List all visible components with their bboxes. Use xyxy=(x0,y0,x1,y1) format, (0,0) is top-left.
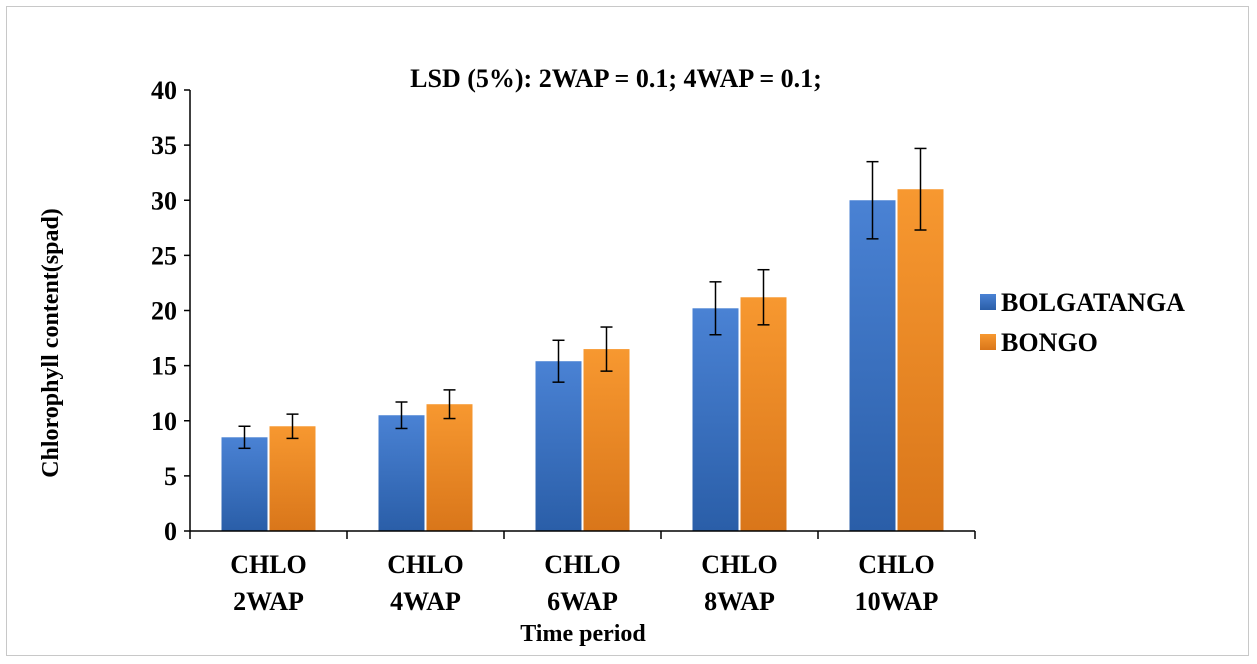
y-tick-label: 20 xyxy=(151,297,177,326)
legend-label: BONGO xyxy=(1001,328,1098,357)
x-tick-label: 10WAP xyxy=(855,587,939,616)
x-axis: CHLO 2WAP CHLO 4WAP CHLO 6WAP CHLO 8WAP CHLO 10WA… xyxy=(189,530,976,616)
y-tick-label: 25 xyxy=(151,241,177,270)
y-tick-label: 35 xyxy=(151,131,177,160)
x-tick-label: CHLO xyxy=(230,550,307,579)
bar xyxy=(583,349,630,531)
x-tick-label: 8WAP xyxy=(704,587,775,616)
legend: BOLGATANGA BONGO xyxy=(980,288,1185,357)
bar xyxy=(269,426,316,531)
x-tick-label: 6WAP xyxy=(547,587,618,616)
legend-swatch xyxy=(980,294,996,310)
bar xyxy=(849,200,896,531)
bar xyxy=(692,308,739,531)
y-axis: 0 5 10 15 20 25 30 35 40 xyxy=(151,76,191,546)
y-tick-label: 15 xyxy=(151,352,177,381)
x-tick-label: CHLO xyxy=(858,550,935,579)
y-tick-label: 30 xyxy=(151,186,177,215)
bar xyxy=(740,297,787,531)
y-tick-label: 10 xyxy=(151,407,177,436)
bar xyxy=(535,361,582,531)
x-tick-label: CHLO xyxy=(544,550,621,579)
y-axis-label: Chlorophyll content(spad) xyxy=(38,208,64,478)
x-tick-label: 2WAP xyxy=(233,587,304,616)
bar xyxy=(221,437,268,531)
y-tick-label: 0 xyxy=(164,517,177,546)
bar xyxy=(897,189,944,531)
x-tick-label: 4WAP xyxy=(390,587,461,616)
bars xyxy=(221,147,944,531)
x-tick-label: CHLO xyxy=(387,550,464,579)
legend-swatch xyxy=(980,334,996,350)
y-tick-label: 5 xyxy=(164,462,177,491)
x-axis-label: Time period xyxy=(520,621,646,647)
x-tick-label: CHLO xyxy=(701,550,778,579)
legend-label: BOLGATANGA xyxy=(1001,288,1185,317)
bar xyxy=(378,415,425,531)
chart-frame xyxy=(6,6,1249,656)
bar xyxy=(426,404,473,531)
y-tick-label: 40 xyxy=(151,76,177,105)
chart-title: LSD (5%): 2WAP = 0.1; 4WAP = 0.1; xyxy=(410,64,822,93)
